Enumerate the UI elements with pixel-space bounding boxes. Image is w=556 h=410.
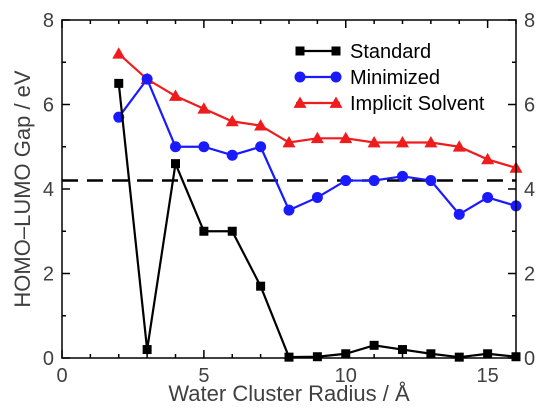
point-standard: [256, 281, 266, 291]
point-implicit-solvent: [169, 89, 182, 101]
point-implicit-solvent: [452, 140, 466, 152]
legend: Standard Minimized Implicit Solvent: [293, 41, 485, 115]
point-implicit-solvent: [481, 152, 495, 165]
point-standard: [369, 340, 379, 350]
y-axis-title: HOMO–LUMO Gap / eV: [10, 70, 35, 308]
point-minimized: [255, 141, 267, 153]
point-implicit-solvent: [112, 47, 126, 59]
point-standard: [171, 159, 180, 169]
point-implicit-solvent: [396, 136, 409, 148]
right-y-tick-label: 0: [524, 348, 535, 370]
y-tick-label: 8: [43, 10, 54, 32]
x-tick-label: 10: [335, 365, 357, 387]
x-axis-title: Water Cluster Radius / Å: [168, 381, 410, 406]
legend-marker-implicit-solvent: [293, 96, 307, 108]
point-implicit-solvent: [367, 136, 381, 148]
x-tick-label: 15: [477, 365, 499, 387]
point-minimized: [397, 170, 408, 182]
point-implicit-solvent: [424, 136, 438, 148]
x-tick-label: 5: [198, 365, 209, 387]
series-line-standard: [117, 83, 517, 359]
point-minimized: [425, 175, 437, 187]
point-standard: [142, 345, 152, 355]
point-implicit-solvent: [339, 131, 353, 144]
point-implicit-solvent: [310, 131, 324, 144]
legend-label-standard: Standard: [350, 41, 431, 63]
legend-marker-minimized: [330, 71, 342, 83]
point-minimized: [368, 175, 380, 187]
point-minimized: [170, 141, 181, 153]
point-standard: [398, 345, 407, 355]
point-minimized: [453, 208, 465, 220]
point-implicit-solvent: [225, 114, 239, 127]
point-minimized: [141, 73, 153, 85]
point-minimized: [340, 175, 352, 187]
right-y-tick-label: 2: [524, 264, 535, 286]
right-y-tick-label: 4: [524, 179, 535, 201]
legend-marker-implicit-solvent: [329, 96, 343, 108]
legend-marker-minimized: [294, 71, 306, 83]
point-minimized: [311, 191, 323, 203]
point-standard: [114, 78, 124, 88]
point-standard: [199, 226, 209, 236]
right-y-tick-label: 8: [524, 10, 535, 32]
point-standard: [426, 349, 436, 359]
y-tick-label: 4: [43, 179, 54, 201]
point-implicit-solvent: [254, 119, 268, 131]
y-tick-label: 2: [43, 264, 54, 286]
point-standard: [227, 226, 237, 236]
right-y-tick-label: 6: [524, 95, 535, 117]
point-implicit-solvent: [197, 102, 211, 114]
legend-marker-standard: [331, 46, 341, 56]
legend-label-implicit-solvent: Implicit Solvent: [350, 93, 485, 115]
point-implicit-solvent: [282, 136, 296, 148]
y-tick-label: 6: [43, 95, 54, 117]
x-tick-label: 0: [56, 365, 67, 387]
point-minimized: [198, 141, 210, 153]
point-minimized: [226, 149, 238, 161]
legend-label-minimized: Minimized: [350, 67, 440, 89]
point-minimized: [482, 191, 494, 203]
legend-marker-standard: [295, 46, 305, 56]
y-tick-label: 0: [43, 348, 54, 370]
point-minimized: [283, 204, 295, 216]
